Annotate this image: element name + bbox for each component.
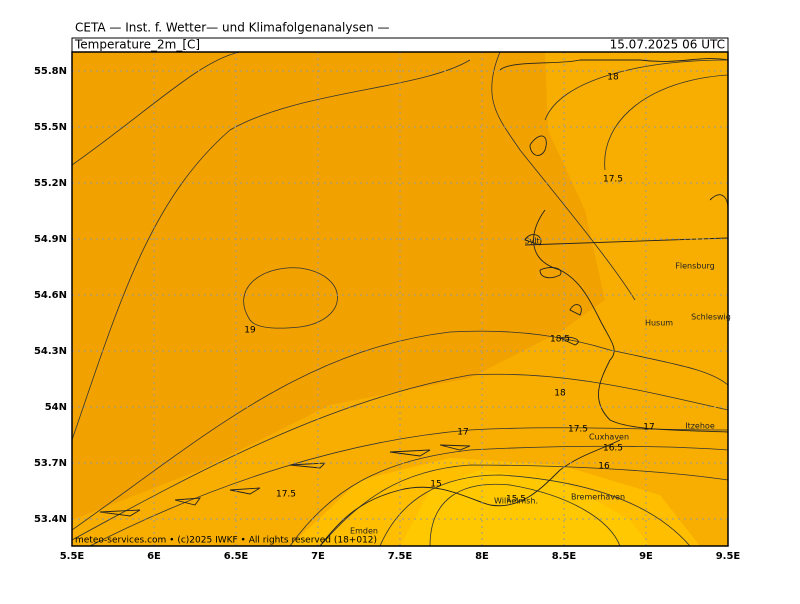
x-tick-label: 5.5E xyxy=(60,551,85,562)
contours xyxy=(72,52,728,546)
y-tick-label: 55.2N xyxy=(34,178,67,189)
place-label: Itzehoe xyxy=(685,422,715,431)
variable-title: Temperature_2m_[C] xyxy=(74,38,200,52)
place-label: Bremerhaven xyxy=(571,493,625,502)
x-tick-label: 8E xyxy=(475,551,489,562)
contour-label: 16 xyxy=(598,462,610,472)
place-label: Sylt xyxy=(524,237,539,246)
y-tick-label: 54N xyxy=(45,402,67,413)
grid xyxy=(72,52,728,546)
contour-label: 15 xyxy=(430,480,441,490)
x-tick-label: 7E xyxy=(311,551,325,562)
coastlines xyxy=(99,58,728,546)
x-tick-label: 8.5E xyxy=(552,551,577,562)
y-tick-label: 54.9N xyxy=(34,234,67,245)
x-tick-label: 6.5E xyxy=(224,551,249,562)
valid-time: 15.07.2025 06 UTC xyxy=(610,38,725,52)
contour-label: 18 xyxy=(607,73,619,83)
contour-label: 18.5 xyxy=(550,335,570,345)
y-tick-label: 55.8N xyxy=(34,66,67,77)
x-tick-label: 9.5E xyxy=(716,551,741,562)
footer: meteo-services.com • (c)2025 IWKF • All … xyxy=(75,536,377,546)
place-label: Schleswig xyxy=(691,313,731,322)
contour-label: 19 xyxy=(244,326,256,336)
place-label: Wilhelmsh. xyxy=(494,497,538,506)
x-tick-label: 7.5E xyxy=(388,551,413,562)
contour-label: 17.5 xyxy=(276,490,296,500)
y-tick-label: 53.4N xyxy=(34,514,67,525)
y-tick-label: 54.6N xyxy=(34,290,67,301)
y-tick-label: 54.3N xyxy=(34,346,67,357)
place-label: Emden xyxy=(350,527,378,536)
x-tick-label: 9E xyxy=(639,551,653,562)
source-title: CETA — Inst. f. Wetter— und Klimafolgena… xyxy=(75,21,390,35)
temp-zone xyxy=(400,470,650,546)
contour-label: 17.5 xyxy=(603,175,623,185)
contour-label: 15.5 xyxy=(506,495,526,505)
y-tick-label: 53.7N xyxy=(34,458,67,469)
place-label: Husum xyxy=(645,319,673,328)
place-label: Cuxhaven xyxy=(589,433,629,442)
contour-label: 17.5 xyxy=(568,425,588,435)
contour-label: 16.5 xyxy=(603,444,623,454)
temp-zone xyxy=(72,52,728,546)
x-tick-label: 6E xyxy=(147,551,161,562)
map-frame xyxy=(71,51,729,547)
contour-label: 17 xyxy=(457,428,468,438)
contour-label: 17 xyxy=(643,423,654,433)
contour-label: 18 xyxy=(554,389,566,399)
y-tick-label: 55.5N xyxy=(34,122,67,133)
place-label: Flensburg xyxy=(675,262,714,271)
